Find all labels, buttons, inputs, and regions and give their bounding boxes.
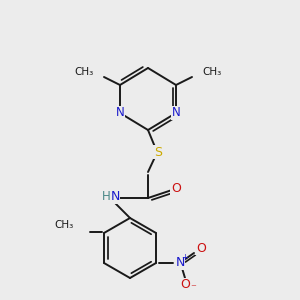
Text: O: O: [196, 242, 206, 254]
Text: O: O: [180, 278, 190, 292]
Text: H: H: [102, 190, 110, 202]
Text: S: S: [154, 146, 162, 158]
Text: CH₃: CH₃: [202, 67, 221, 77]
Text: N: N: [116, 106, 124, 119]
Text: O: O: [171, 182, 181, 196]
Text: ⁻: ⁻: [190, 283, 196, 293]
Text: +: +: [182, 253, 188, 262]
Text: N: N: [110, 190, 120, 203]
Text: CH₃: CH₃: [75, 67, 94, 77]
Text: N: N: [172, 106, 180, 119]
Text: N: N: [175, 256, 185, 269]
Text: CH₃: CH₃: [55, 220, 74, 230]
